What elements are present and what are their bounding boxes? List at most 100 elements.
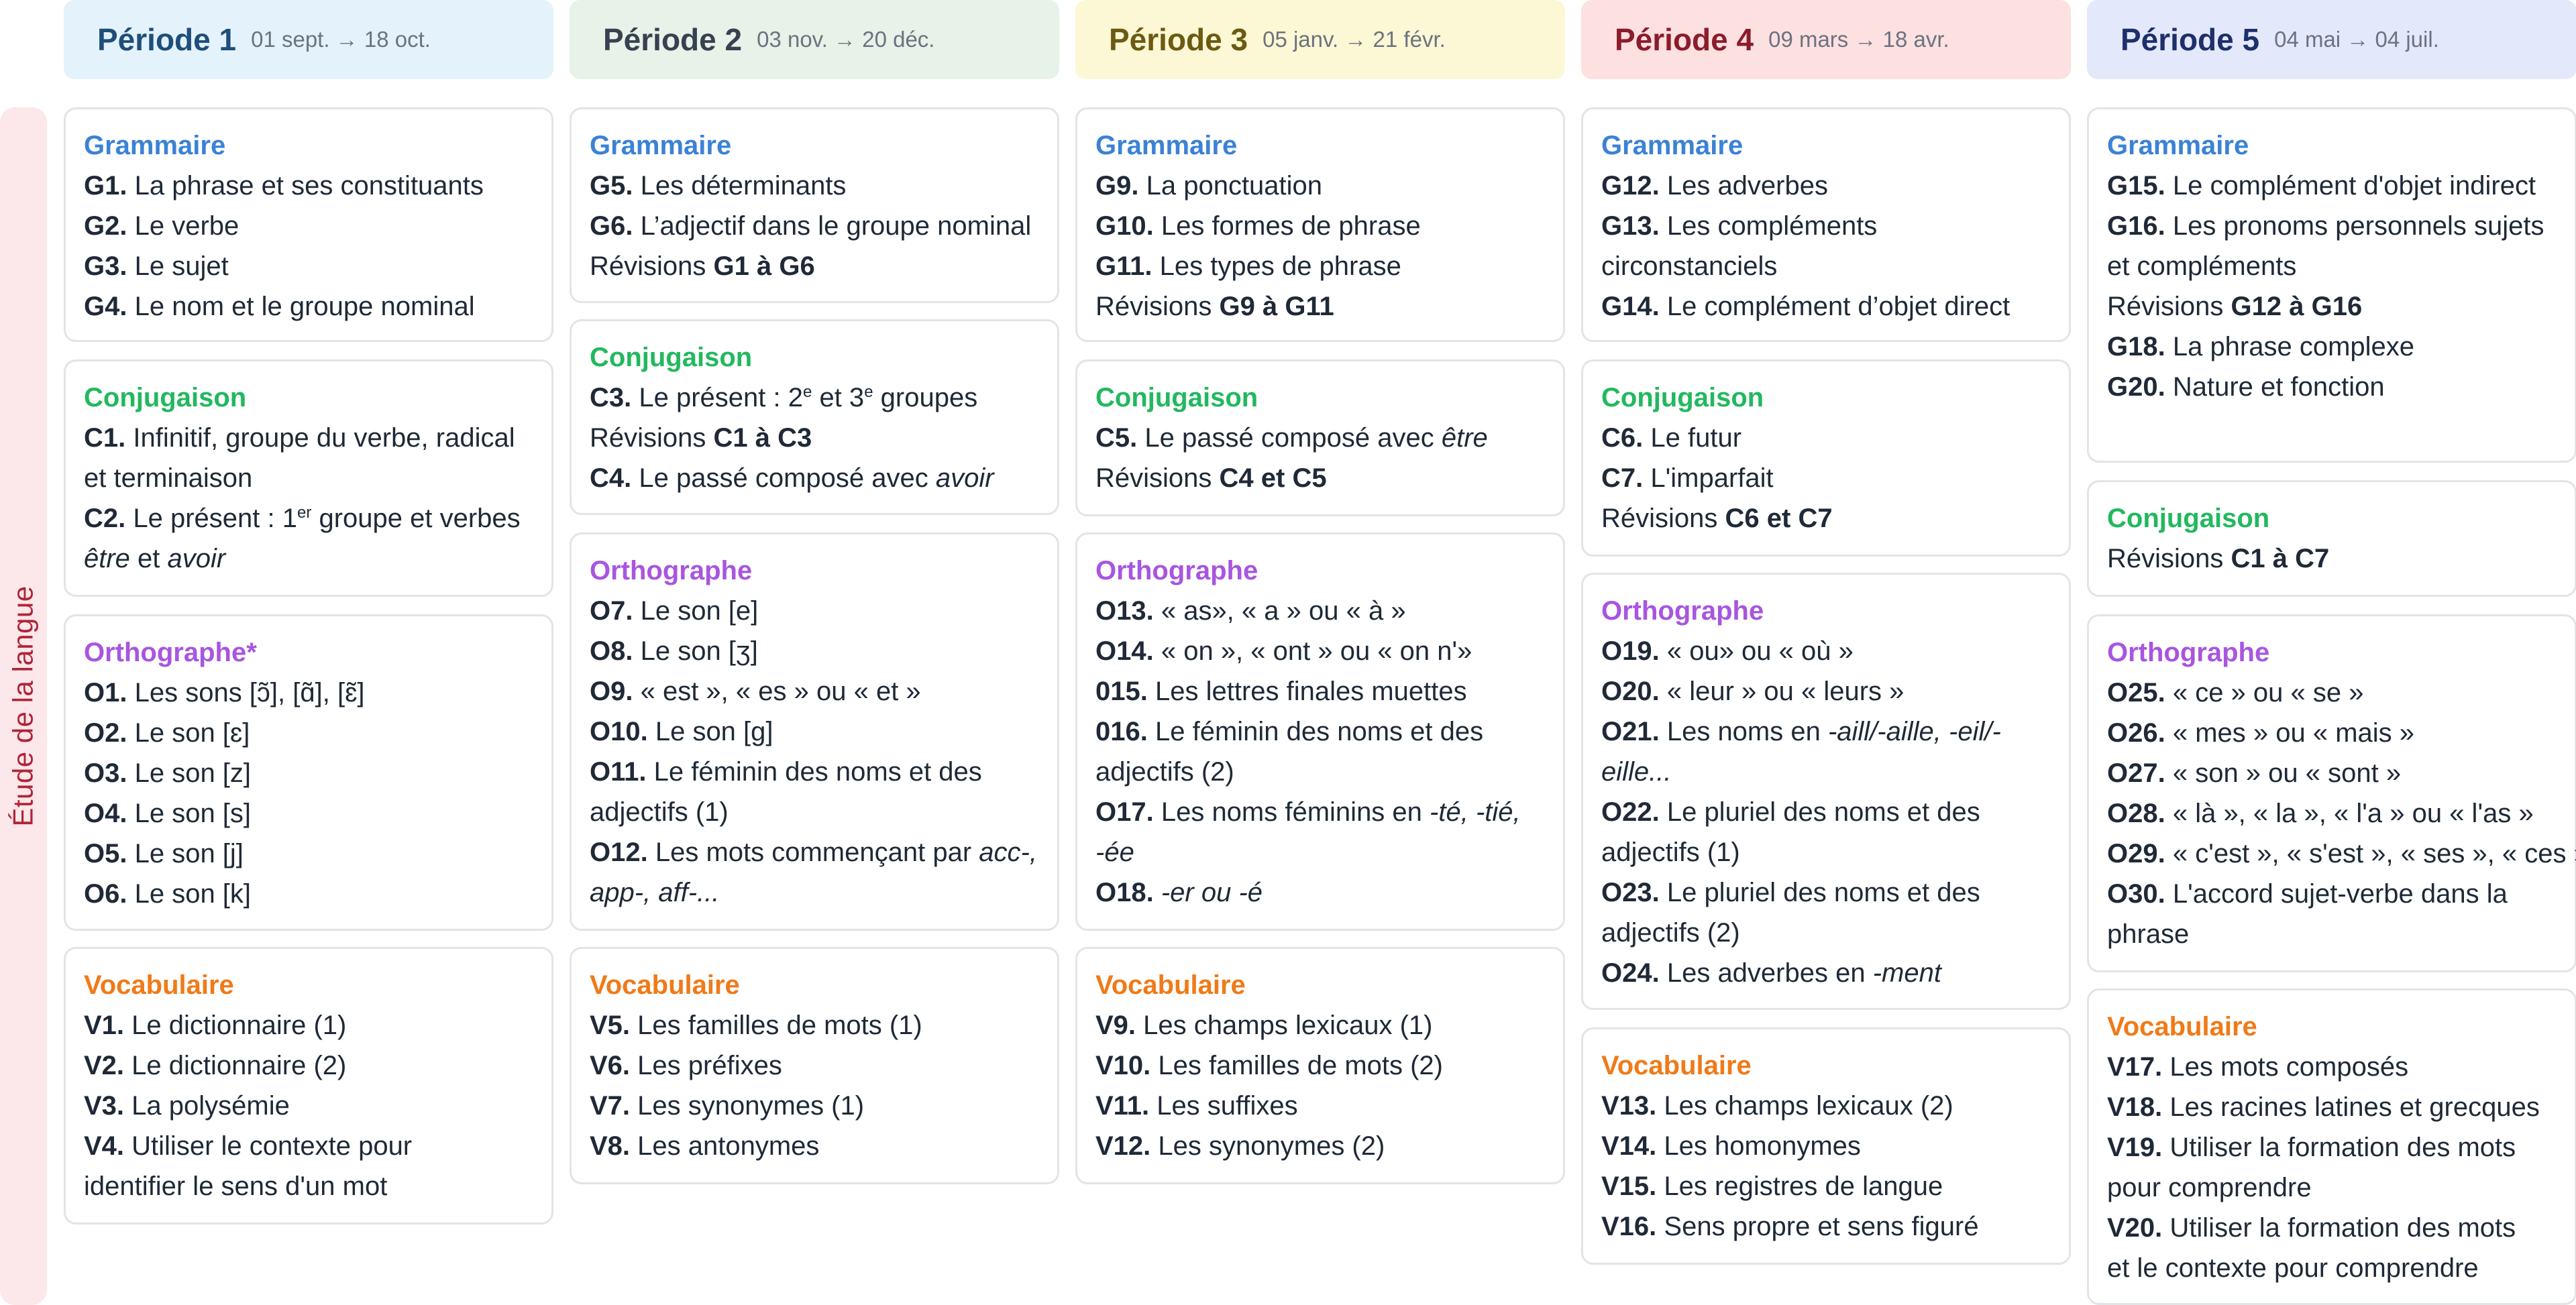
- lesson-code: O19.: [1601, 636, 1660, 666]
- lesson-line: app-, aff-...: [590, 872, 1057, 913]
- lesson-line: V18. Les racines latines et grecques: [2107, 1087, 2575, 1127]
- lesson-text: Le son [s]: [127, 799, 251, 828]
- lesson-text: phrase: [2107, 919, 2189, 949]
- orthographe-card: Orthographe* O1. Les sons [ɔ̃], [ɑ̃], [ɛ̃…: [64, 614, 553, 931]
- period-column-5: Période 5 04 mai → 04 juil. Grammaire G15. …: [2087, 0, 2576, 79]
- lesson-line: adjectifs (1): [590, 792, 1057, 832]
- lesson-code: O11.: [590, 757, 647, 787]
- lesson-text: Les noms féminins en: [1154, 797, 1430, 827]
- period-column-4: Période 4 09 mars → 18 avr. Grammaire G12. …: [1581, 0, 2071, 79]
- lesson-line: O24. Les adverbes en -ment: [1601, 953, 2069, 993]
- lesson-code: V10.: [1095, 1051, 1150, 1080]
- lesson-line: O12. Les mots commençant par acc-,: [590, 832, 1057, 872]
- lesson-text: Utiliser la formation des mots: [2162, 1133, 2516, 1162]
- lesson-text: La phrase et ses constituants: [127, 171, 483, 201]
- lesson-line: Révisions C4 et C5: [1095, 458, 1563, 498]
- lesson-text: er: [297, 504, 311, 522]
- lesson-line: V5. Les familles de mots (1): [590, 1005, 1057, 1045]
- lesson-line: adjectifs (2): [1095, 752, 1563, 792]
- lesson-line: 015. Les lettres finales muettes: [1095, 671, 1563, 712]
- lesson-code: G12 à G16: [2231, 292, 2363, 321]
- lesson-text: La polysémie: [124, 1091, 290, 1121]
- lesson-text: Le passé composé avec: [1137, 423, 1442, 453]
- lesson-code: C7.: [1601, 463, 1643, 493]
- lesson-text: adjectifs (1): [590, 797, 729, 827]
- grammaire-card: Grammaire G15. Le complément d'objet indi…: [2087, 107, 2576, 463]
- lesson-line: O22. Le pluriel des noms et des: [1601, 792, 2069, 832]
- lesson-line: G15. Le complément d'objet indirect: [2107, 166, 2575, 206]
- orthographe-card: Orthographe O13. « as», « a » ou « à » O14…: [1075, 532, 1565, 931]
- lesson-text: Le pluriel des noms et des: [1660, 797, 1980, 827]
- lesson-line: V20. Utiliser la formation des mots: [2107, 1208, 2575, 1248]
- lesson-line: G1. La phrase et ses constituants: [84, 166, 551, 206]
- lesson-code: V3.: [84, 1091, 124, 1121]
- lesson-text: Les adverbes: [1660, 171, 1828, 201]
- lesson-text: identifier le sens d'un mot: [84, 1172, 387, 1201]
- lesson-code: G20.: [2107, 372, 2165, 402]
- lesson-text: Le verbe: [127, 211, 239, 241]
- lesson-line: G13. Les compléments: [1601, 206, 2069, 246]
- lesson-line: C5. Le passé composé avec être: [1095, 418, 1563, 458]
- vocabulaire-card: Vocabulaire V13. Les champs lexicaux (2) V…: [1581, 1027, 2071, 1265]
- card-title: Vocabulaire: [1601, 1045, 2069, 1086]
- lesson-line: O28. « là », « la », « l'a » ou « l'as »: [2107, 793, 2575, 834]
- lesson-text: « c'est », « s'est », « ses », « ces »: [2165, 839, 2576, 868]
- lesson-code: G9.: [1095, 171, 1138, 201]
- lesson-code: V13.: [1601, 1091, 1656, 1121]
- lesson-text: Nature et fonction: [2165, 372, 2385, 402]
- lesson-text: Sens propre et sens figuré: [1656, 1212, 1978, 1241]
- lesson-text: Le futur: [1643, 423, 1741, 453]
- lesson-code: V9.: [1095, 1011, 1136, 1040]
- lesson-text: Le son [ʒ]: [633, 636, 757, 666]
- lesson-line: O18. -er ou -é: [1095, 872, 1563, 913]
- lesson-line: Révisions G1 à G6: [590, 246, 1057, 286]
- lesson-text: « leur » ou « leurs »: [1660, 677, 1904, 706]
- lesson-text: Révisions: [590, 423, 714, 453]
- period-title: Période 2: [603, 21, 742, 58]
- lesson-code: G14.: [1601, 292, 1660, 321]
- lesson-code: G9 à G11: [1220, 292, 1334, 321]
- lesson-line: O3. Le son [z]: [84, 753, 551, 793]
- lesson-text: -ée: [1095, 838, 1134, 867]
- lesson-line: O6. Le son [k]: [84, 874, 551, 914]
- lesson-line: O8. Le son [ʒ]: [590, 631, 1057, 671]
- lesson-text: Les suffixes: [1149, 1091, 1298, 1121]
- lesson-line: V13. Les champs lexicaux (2): [1601, 1086, 2069, 1126]
- lesson-code: G3.: [84, 251, 127, 281]
- lesson-text: Le sujet: [127, 251, 228, 281]
- lesson-text: Utiliser la formation des mots: [2162, 1213, 2516, 1243]
- orthographe-card: Orthographe O7. Le son [e] O8. Le son [ʒ] O…: [570, 532, 1059, 931]
- lesson-text: Les familles de mots (2): [1150, 1051, 1443, 1080]
- card-title: Conjugaison: [1601, 378, 2069, 418]
- lesson-code: O22.: [1601, 797, 1660, 827]
- lesson-line: G20. Nature et fonction: [2107, 367, 2575, 407]
- conjugaison-card: Conjugaison Révisions C1 à C7: [2087, 480, 2576, 597]
- lesson-line: -ée: [1095, 832, 1563, 872]
- lesson-text: Le dictionnaire (2): [124, 1051, 346, 1080]
- lesson-text: « on », « ont » ou « on n'»: [1154, 636, 1472, 666]
- card-title: Grammaire: [84, 125, 551, 166]
- lesson-line: V14. Les homonymes: [1601, 1126, 2069, 1166]
- lesson-text: Les mots composés: [2162, 1052, 2408, 1082]
- lesson-line: C1. Infinitif, groupe du verbe, radical: [84, 418, 551, 458]
- lesson-line: O26. « mes » ou « mais »: [2107, 713, 2575, 753]
- lesson-line: O1. Les sons [ɔ̃], [ɑ̃], [ɛ̃]: [84, 673, 551, 713]
- lesson-line: V17. Les mots composés: [2107, 1047, 2575, 1087]
- lesson-code: O28.: [2107, 799, 2165, 828]
- conjugaison-card: Conjugaison C5. Le passé composé avec êtr…: [1075, 359, 1565, 516]
- lesson-code: V8.: [590, 1131, 630, 1161]
- lesson-line: O21. Les noms en -aill/-aille, -eil/-: [1601, 712, 2069, 752]
- lesson-code: V16.: [1601, 1212, 1656, 1241]
- lesson-code: V15.: [1601, 1172, 1656, 1201]
- lesson-text: adjectifs (1): [1601, 838, 1740, 867]
- lesson-code: O17.: [1095, 797, 1154, 827]
- orthographe-card: Orthographe O19. « ou» ou « où » O20. « le…: [1581, 573, 2071, 1010]
- lesson-text: -ment: [1873, 958, 1941, 988]
- grammaire-card: Grammaire G5. Les déterminants G6. L’adjec…: [570, 107, 1059, 303]
- lesson-line: V15. Les registres de langue: [1601, 1166, 2069, 1206]
- lesson-line: O9. « est », « es » ou « et »: [590, 671, 1057, 712]
- lesson-text: Révisions: [1095, 463, 1220, 493]
- lesson-text: être: [1442, 423, 1488, 453]
- lesson-code: V5.: [590, 1011, 630, 1040]
- lesson-text: et le contexte pour comprendre: [2107, 1253, 2479, 1283]
